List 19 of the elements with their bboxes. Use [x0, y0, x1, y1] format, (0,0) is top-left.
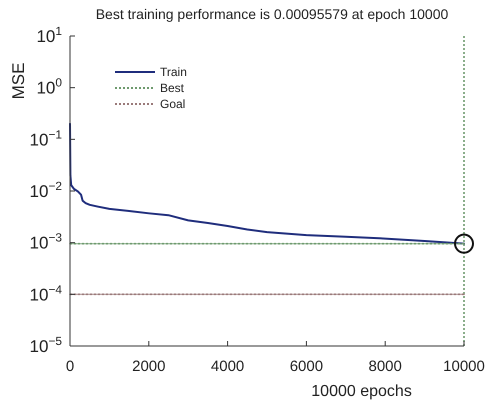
x-tick-label: 8000: [368, 358, 402, 375]
y-tick-label: 10$^{−4}$: [30, 282, 62, 304]
x-tick-label: 4000: [210, 358, 244, 375]
y-axis-title: MSE: [9, 62, 28, 100]
y-tick-label: 10$^{1}$: [36, 24, 62, 46]
x-axis-title: 10000 epochs: [311, 383, 412, 400]
legend-label: Goal: [160, 97, 186, 111]
x-tick-label: 10000: [443, 358, 485, 375]
x-tick-label: 0: [66, 358, 74, 375]
x-tick-label: 2000: [132, 358, 166, 375]
y-tick-label: 10$^{−2}$: [30, 179, 62, 201]
chart-title: Best training performance is 0.00095579 at epoch 10000: [96, 6, 448, 22]
y-tick-label: 10$^{−3}$: [30, 230, 62, 253]
legend-label: Best: [160, 81, 185, 95]
x-tick-label: 6000: [290, 358, 324, 375]
legend-label: Train: [160, 65, 187, 79]
y-tick-label: 10$^{−5}$: [30, 334, 62, 356]
y-tick-label: 10$^{−1}$: [30, 127, 62, 150]
y-tick-label: 10$^{0}$: [36, 76, 62, 98]
